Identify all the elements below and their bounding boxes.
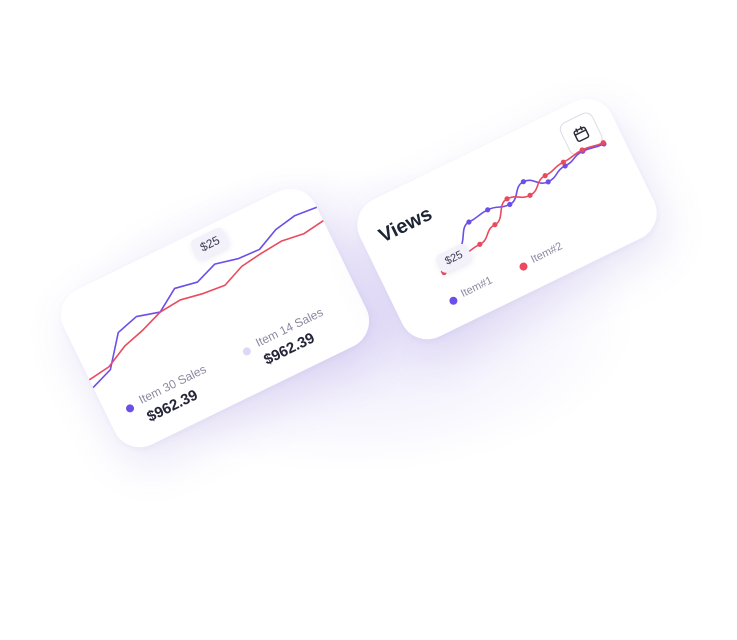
data-point: [507, 201, 513, 208]
series-line-2: [443, 141, 604, 274]
data-point: [466, 219, 472, 225]
views-line-chart: [440, 140, 607, 276]
data-point: [504, 196, 510, 202]
sales-line-chart: [88, 206, 324, 389]
data-point: [527, 192, 533, 198]
series-line-1: [92, 206, 318, 389]
data-point: [492, 222, 498, 228]
data-point: [542, 173, 548, 179]
calendar-button[interactable]: [557, 109, 606, 158]
series-line-2: [88, 220, 324, 381]
data-point: [560, 159, 566, 165]
views-card: Views $25 Item#1 Item#2: [347, 89, 667, 349]
series-line-1: [443, 143, 605, 272]
data-point: [579, 147, 585, 153]
data-point: [600, 140, 606, 146]
sales-card: $25 Item 30 Sales $962.39 Item 14 Sales …: [51, 179, 379, 457]
data-point: [485, 207, 491, 213]
data-point: [520, 179, 527, 185]
data-point: [477, 241, 483, 247]
calendar-icon: [573, 126, 590, 142]
data-point: [545, 179, 551, 185]
